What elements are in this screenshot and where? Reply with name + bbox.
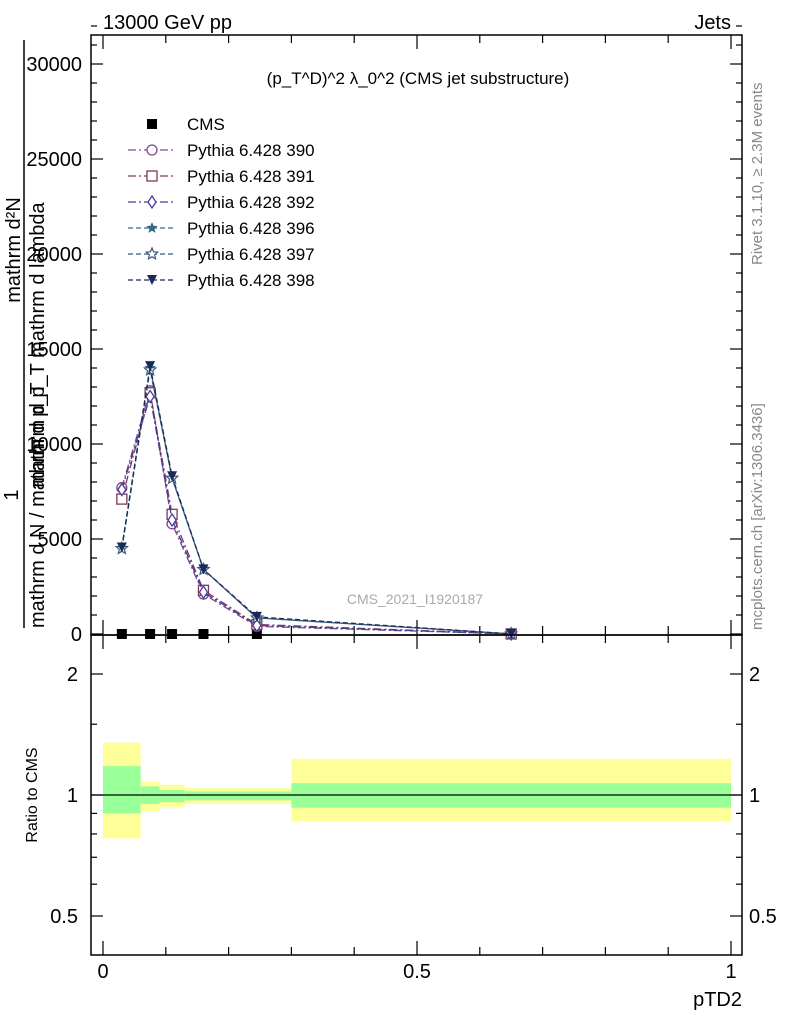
data-point: [145, 361, 156, 372]
ratio-y-tick-label: 2: [67, 664, 78, 686]
energy-label: 13000 GeV pp: [103, 12, 232, 34]
main-y-tick-label: 25000: [26, 149, 82, 171]
main-y-tick-label: 0: [71, 624, 82, 646]
main-y-tick-label: 15000: [26, 339, 82, 361]
data-point: [167, 471, 178, 482]
ratio-band-green: [184, 791, 292, 801]
data-point: [117, 482, 127, 497]
series-pythia-392: [117, 389, 516, 642]
x-axis-title: pTD2: [693, 989, 742, 1011]
ratio-y-tick-label-right: 1: [749, 785, 760, 807]
data-point: [116, 542, 127, 553]
ratio-bands: [103, 742, 731, 839]
svg-text:mathrm d N / mathrm d p_T: mathrm d N / mathrm d p_T: [27, 382, 49, 628]
ratio-y-tick-label: 0.5: [50, 906, 78, 928]
main-y-tick-label: 30000: [26, 54, 82, 76]
svg-text:mathrm d²N: mathrm d²N: [3, 197, 25, 303]
x-tick-label: 0: [97, 961, 108, 983]
data-point: [251, 629, 262, 639]
main-y-tick-label: 5000: [38, 529, 83, 551]
ratio-y-axis-title: Ratio to CMS: [24, 747, 41, 842]
main-y-tick-label: 20000: [26, 244, 82, 266]
ratio-y-tick-labels: 0.5 0.5 1 1 2 2: [50, 664, 777, 928]
data-point: [198, 564, 209, 575]
data-point: [506, 628, 517, 639]
ratio-y-tick-label-right: 2: [749, 664, 760, 686]
legend-label: Pythia 6.428 396: [187, 219, 315, 238]
svg-text:1: 1: [1, 489, 23, 500]
series-pythia-398: [116, 361, 517, 639]
main-title: (p_T^D)^2 λ_0^2 (CMS jet substructure): [267, 69, 570, 88]
legend-marker: [147, 275, 157, 285]
legend-marker: [147, 119, 157, 129]
series-line: [121, 396, 512, 635]
data-point: [145, 629, 156, 639]
data-point: [167, 512, 177, 528]
analysis-watermark: CMS_2021_I1920187: [347, 591, 483, 607]
legend-marker: [146, 144, 158, 156]
data-point: [198, 629, 209, 639]
data-point: [167, 629, 178, 639]
data-point: [145, 389, 155, 404]
x-tick-label: 0.5: [403, 961, 431, 983]
main-ticks: [91, 25, 742, 635]
rivet-label: Rivet 3.1.10, ≥ 2.3M events: [749, 83, 766, 266]
ratio-y-tick-label-right: 0.5: [749, 906, 777, 928]
legend-marker: [147, 194, 157, 210]
main-y-tick-label: 10000: [26, 434, 82, 456]
x-tick-label: 1: [725, 961, 736, 983]
ratio-band-green: [103, 766, 141, 814]
legend-label: Pythia 6.428 397: [187, 245, 315, 264]
data-point: [198, 585, 209, 600]
legend-label: Pythia 6.428 391: [187, 167, 315, 186]
ratio-band-green: [159, 789, 185, 803]
legend-marker: [146, 170, 158, 182]
data-point: [251, 611, 262, 622]
main-y-tick-labels: 0 5000 10000 15000 20000 25000 30000: [26, 54, 82, 646]
series-line: [121, 365, 512, 635]
ratio-y-tick-label: 1: [67, 785, 78, 807]
legend-label: CMS: [187, 115, 225, 134]
process-label: Jets: [694, 12, 731, 34]
legend-label: Pythia 6.428 392: [187, 193, 315, 212]
svg-text:mathrm d p_T mathrm d lambda: mathrm d p_T mathrm d lambda: [27, 201, 49, 487]
data-point: [116, 629, 127, 639]
legend-label: Pythia 6.428 390: [187, 141, 315, 160]
mcplots-label: mcplots.cern.ch [arXiv:1306.3436]: [749, 403, 766, 630]
legend-label: Pythia 6.428 398: [187, 271, 315, 290]
series-line: [121, 390, 512, 635]
legend-marker: [146, 222, 158, 233]
legend-marker: [144, 246, 160, 261]
ratio-ticks: [91, 635, 742, 955]
ratio-x-tick-labels: 0 0.5 1: [97, 961, 736, 983]
legend: CMS Pythia 6.428 390 Pythia 6.428 391 Pythi…: [128, 115, 315, 290]
main-series-group: [114, 361, 519, 642]
main-y-axis-title: 1 mathrm d²N mathrm d p_T mathrm d lambd…: [1, 40, 49, 628]
